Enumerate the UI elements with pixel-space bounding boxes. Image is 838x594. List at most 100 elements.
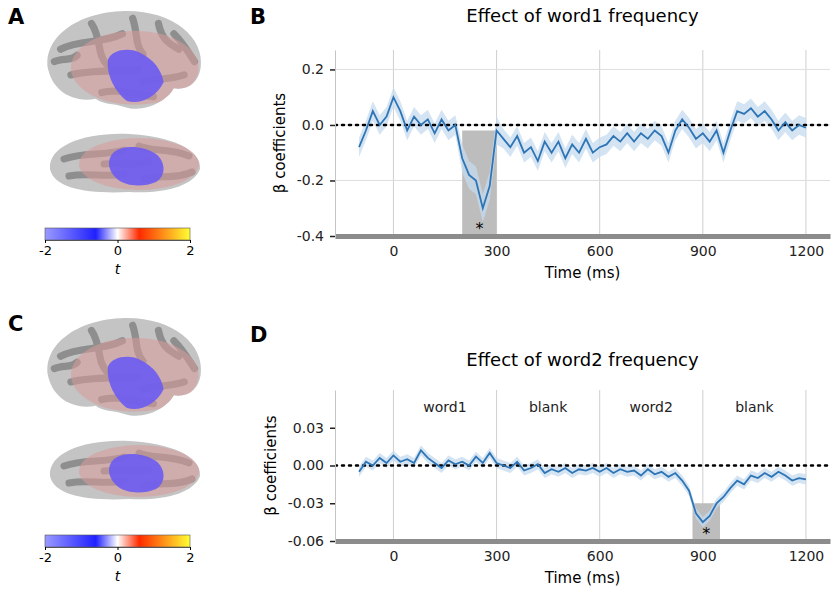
colorbar [45, 228, 190, 240]
x-tick-label: 300 [484, 548, 511, 564]
region-highlight [79, 138, 199, 190]
x-tick: 300 [484, 541, 511, 564]
x-tick: 600 [587, 541, 614, 564]
brain-surface [50, 134, 200, 193]
grid-line-y [335, 236, 830, 237]
effect-region [108, 357, 164, 409]
x-tick: 600 [587, 236, 614, 259]
x-tick: 900 [690, 236, 717, 259]
segment-label: blank [735, 399, 774, 415]
y-axis-line [335, 391, 336, 542]
grid-line-y [335, 180, 830, 181]
plot-area [335, 445, 830, 541]
y-tick: -0.4 [297, 228, 335, 244]
x-tick-label: 1200 [789, 243, 825, 259]
segment-label: word2 [630, 399, 673, 415]
y-tick-label: 0.00 [293, 457, 324, 473]
colorbar-tick: -2 [39, 240, 52, 258]
panel: C-202t [8, 312, 201, 584]
grid-line-x [805, 50, 806, 236]
chart-title: Effect of word2 frequency [466, 349, 699, 370]
brain-surface [48, 11, 202, 109]
y-axis-title: β coefficients [271, 93, 289, 194]
region-highlight [71, 31, 199, 105]
y-tick: 0.03 [293, 420, 335, 436]
y-axis: -0.06 -0.03 0.00 0.03 [288, 391, 336, 549]
x-tick-label: 600 [587, 548, 614, 564]
colorbar [45, 535, 190, 547]
grid-line-x [393, 50, 394, 236]
panel-letter: C [8, 312, 23, 336]
brain-pattern [54, 325, 198, 412]
brain-pattern [64, 138, 199, 190]
x-tick-label: 0 [389, 243, 398, 259]
x-tick: 1200 [789, 541, 825, 564]
brain-surface [50, 441, 200, 500]
y-axis: -0.4 -0.2 0.0 0.2 [297, 51, 336, 244]
colorbar-tick-label: 0 [114, 550, 122, 565]
error-band [359, 445, 806, 527]
segment-label: word1 [423, 399, 466, 415]
y-tick-mark [330, 465, 335, 467]
x-tick: 300 [484, 236, 511, 259]
y-tick: 0.0 [302, 117, 335, 133]
x-tick: 1200 [789, 236, 825, 259]
brain-view [48, 11, 202, 109]
y-tick-label: -0.2 [297, 172, 324, 188]
colorbar-tick-label: 2 [186, 243, 194, 258]
data-line [359, 450, 806, 522]
colorbar-tick-label: -2 [39, 243, 52, 258]
y-tick-mark [330, 541, 335, 543]
colorbar-tick: -2 [39, 547, 52, 565]
plot-area [335, 87, 830, 236]
effect-region [108, 50, 164, 102]
colorbar-tick-label: 2 [186, 550, 194, 565]
region-highlight [71, 338, 199, 412]
y-tick-mark [330, 428, 335, 430]
grid-line-y [335, 69, 830, 70]
x-axis-line [336, 234, 831, 239]
y-tick-mark [330, 236, 335, 238]
brain-surface [48, 318, 202, 416]
y-tick: -0.06 [288, 533, 335, 549]
y-axis-line [335, 51, 336, 237]
y-tick-mark [330, 180, 335, 182]
panel: A -2 0 2 t [8, 5, 201, 277]
figure: A-202tBEffect of word1 frequency03006009… [0, 0, 838, 594]
y-tick-mark [330, 503, 335, 505]
y-tick: 0.2 [302, 61, 335, 77]
x-tick: 900 [690, 541, 717, 564]
y-tick-mark [330, 125, 335, 127]
x-axis-line [336, 539, 831, 544]
colorbar-tick: 2 [186, 547, 194, 565]
y-tick-label: 0.0 [302, 117, 324, 133]
y-tick-mark [330, 69, 335, 71]
grid [335, 50, 830, 236]
y-tick: -0.2 [297, 172, 335, 188]
x-tick-label: 600 [587, 243, 614, 259]
y-tick: -0.03 [288, 495, 335, 511]
brain-pattern [64, 445, 199, 497]
colorbar-label: t [115, 261, 121, 277]
reference-line [335, 464, 830, 467]
y-tick-label: -0.4 [297, 228, 324, 244]
brain-view [48, 318, 202, 416]
error-band [359, 87, 806, 222]
significance-star: * [475, 219, 483, 238]
colorbar-tick-label: 0 [114, 243, 122, 258]
effect-region [109, 147, 164, 186]
y-tick-label: 0.03 [293, 420, 324, 436]
x-tick-label: 0 [389, 548, 398, 564]
x-axis-title: Time (ms) [544, 569, 621, 587]
x-tick-label: 900 [690, 243, 717, 259]
brain-view [50, 441, 200, 500]
colorbar-tick: 0 [114, 547, 122, 565]
segment-label: blank [529, 399, 568, 415]
panel-letter: A [8, 5, 25, 29]
x-axis: 0 300 600 900 1200 [336, 541, 831, 564]
x-tick-label: 300 [484, 243, 511, 259]
chart-title: Effect of word1 frequency [466, 5, 699, 26]
y-tick-label: 0.2 [302, 61, 324, 77]
y-axis-title: β coefficients [262, 415, 280, 516]
colorbar-tick: 0 [114, 240, 122, 258]
